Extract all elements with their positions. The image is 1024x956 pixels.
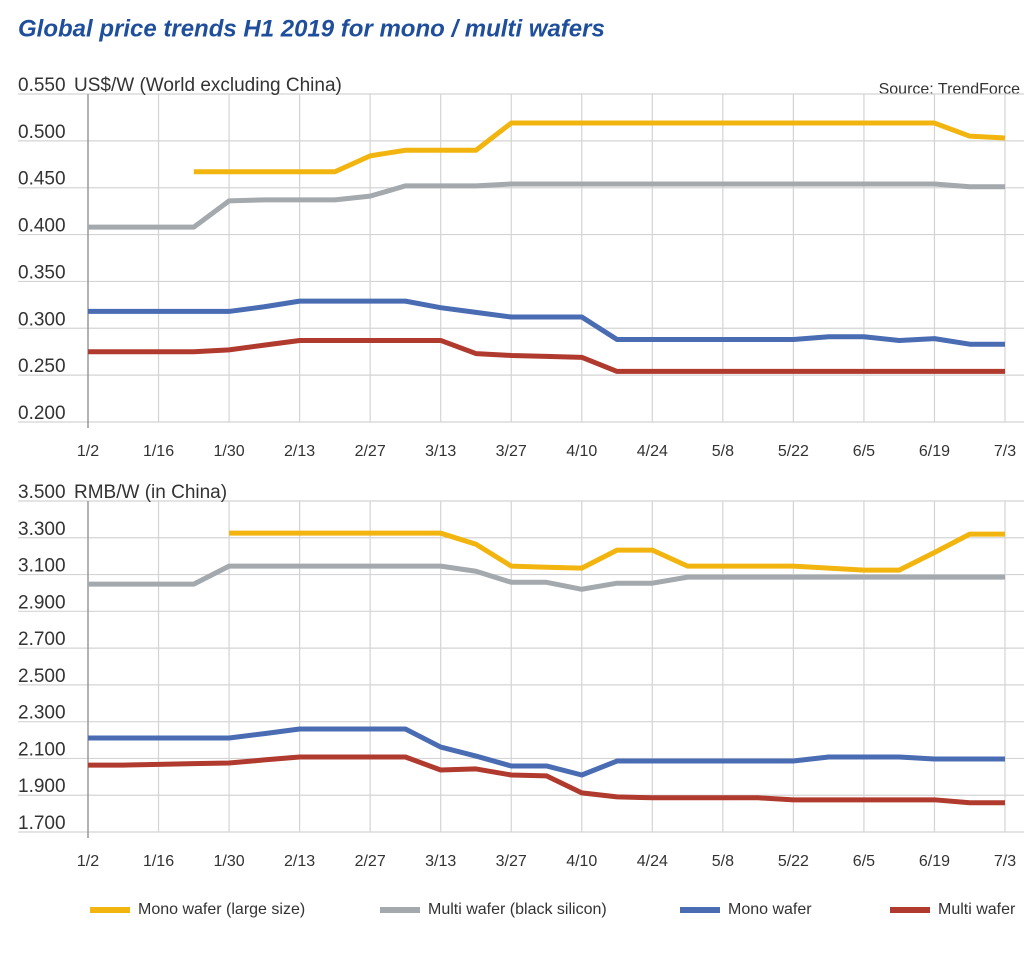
x-tick-label: 1/16 [143,443,174,460]
x-tick-label: 2/27 [355,853,386,870]
legend-label: Mono wafer [728,901,812,918]
series-line [88,181,1005,230]
y-tick-label: 1.900 [18,776,66,797]
x-tick-label: 4/10 [566,443,597,460]
x-tick-label: 1/2 [77,443,99,460]
series-line [193,120,1006,175]
y-tick-label: 3.300 [18,519,66,540]
x-tick-label: 6/5 [853,853,875,870]
y-tick-label: 0.250 [18,356,66,377]
x-tick-label: 4/10 [566,853,597,870]
y-tick-label: 0.500 [18,122,66,143]
x-tick-label: 3/27 [496,853,527,870]
legend-label: Multi wafer [938,901,1016,918]
series-line [88,754,1005,806]
x-tick-label: 2/27 [355,443,386,460]
y-tick-label: 2.700 [18,629,66,650]
y-tick-label: 2.100 [18,739,66,760]
y-axis-label: RMB/W (in China) [74,482,227,503]
y-tick-label: 3.500 [18,482,66,503]
x-tick-label: 2/13 [284,853,315,870]
x-tick-label: 3/13 [425,443,456,460]
series-line [88,337,1005,374]
x-tick-label: 2/13 [284,443,315,460]
y-axis-label: US$/W (World excluding China) [74,75,342,96]
y-tick-label: 0.400 [18,216,66,237]
source: Source: TrendForce [879,81,1021,98]
y-tick-label: 0.200 [18,403,66,424]
y-tick-label: 2.500 [18,666,66,687]
y-tick-label: 0.550 [18,75,66,96]
series-line [88,726,1005,778]
x-tick-label: 5/8 [712,443,734,460]
chart-title: Global price trends H1 2019 for mono / m… [18,15,605,42]
x-tick-label: 6/19 [919,853,950,870]
y-tick-label: 0.300 [18,309,66,330]
x-tick-label: 4/24 [637,853,668,870]
x-tick-label: 6/19 [919,443,950,460]
legend-label: Multi wafer (black silicon) [428,901,607,918]
y-tick-label: 2.300 [18,703,66,724]
x-tick-label: 6/5 [853,443,875,460]
x-tick-label: 5/8 [712,853,734,870]
x-tick-label: 7/3 [994,853,1016,870]
y-tick-label: 2.900 [18,592,66,613]
series-line [88,563,1005,592]
x-tick-label: 3/27 [496,443,527,460]
series-line [88,298,1005,347]
x-tick-label: 5/22 [778,443,809,460]
series-line [229,530,1005,573]
x-tick-label: 1/30 [214,853,245,870]
x-tick-label: 7/3 [994,443,1016,460]
y-tick-label: 0.450 [18,169,66,190]
y-tick-label: 3.100 [18,556,66,577]
x-tick-label: 1/2 [77,853,99,870]
legend-label: Mono wafer (large size) [138,901,305,918]
x-tick-label: 3/13 [425,853,456,870]
x-tick-label: 4/24 [637,443,668,460]
x-tick-label: 1/30 [214,443,245,460]
y-tick-label: 0.350 [18,262,66,283]
x-tick-label: 1/16 [143,853,174,870]
x-tick-label: 5/22 [778,853,809,870]
y-tick-label: 1.700 [18,813,66,834]
